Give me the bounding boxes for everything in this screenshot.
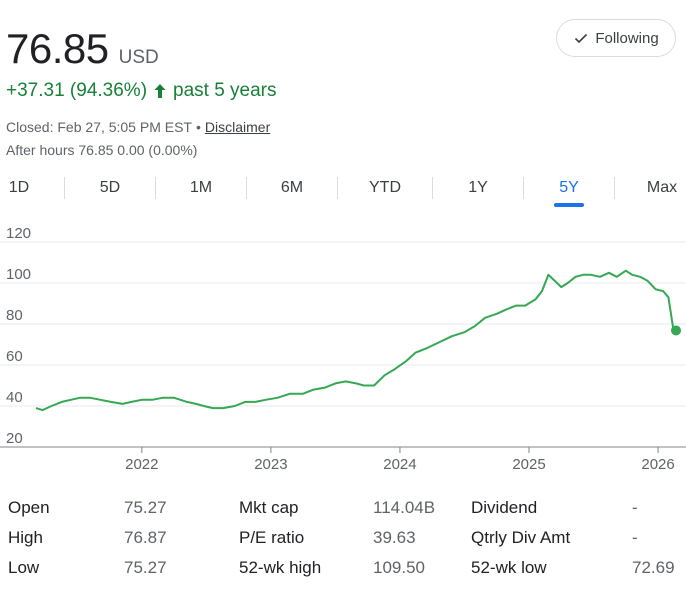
stats-row: High 76.87 P/E ratio 39.63 Qtrly Div Amt - [0,528,686,558]
stat-label: Qtrly Div Amt [471,528,571,547]
x-tick-label: 2022 [125,456,158,473]
tab-divider [432,177,433,199]
stat-value: 114.04B [373,498,436,517]
checkmark-icon [575,33,588,44]
tab-divider [337,177,338,199]
stat-value: 72.69 [632,558,675,577]
price-line [35,269,680,412]
tab-1y[interactable]: 1Y [468,179,488,196]
stat-label: Open [8,498,50,517]
tab-divider [523,177,524,199]
tab-divider [246,177,247,199]
price-change: +37.31 (94.36%) past 5 years [6,80,277,102]
stat-value: 39.63 [373,528,416,547]
area-fill [36,271,680,447]
tab-divider [155,177,156,199]
currency-label: USD [118,47,159,68]
y-tick-label: 80 [6,307,23,324]
x-tick-label: 2026 [641,456,674,473]
tab-1d[interactable]: 1D [8,179,30,196]
change-amount: +37.31 (94.36%) [6,80,148,101]
stat-label: Low [8,558,40,577]
stat-value: 109.50 [373,558,425,577]
closed-time: Closed: Feb 27, 5:05 PM EST [6,119,192,135]
stat-label: Mkt cap [239,498,299,517]
y-tick-label: 120 [6,228,31,242]
y-tick-label: 100 [6,266,31,283]
stats-row: Low 75.27 52-wk high 109.50 52-wk low 72.69 [0,558,686,588]
after-hours-quote: After hours 76.85 0.00 (0.00%) [6,142,198,158]
stat-value: 76.87 [124,528,167,547]
stat-value: 75.27 [124,558,167,577]
quote-header: 76.85 USD [6,26,159,72]
tab-5y[interactable]: 5Y [559,179,579,196]
following-button[interactable]: Following [556,19,676,57]
x-tick-label: 2023 [254,456,287,473]
stat-value: - [632,528,638,547]
range-tabs: 1D 5D 1M 6M YTD 1Y 5Y Max [0,172,686,208]
stat-label: High [8,528,43,547]
current-price: 76.85 [6,25,109,72]
tab-6m[interactable]: 6M [280,179,304,196]
y-tick-label: 20 [6,430,23,447]
stat-label: P/E ratio [239,528,305,547]
y-tick-label: 60 [6,348,23,365]
bullet-separator: • [195,119,201,135]
tab-divider [64,177,65,199]
arrow-up-icon [154,84,166,98]
stat-label: Dividend [471,498,538,517]
x-tick-label: 2025 [512,456,545,473]
stats-row: Open 75.27 Mkt cap 114.04B Dividend - [0,498,686,528]
following-label: Following [595,29,659,47]
market-status: Closed: Feb 27, 5:05 PM EST • Disclaimer [6,119,270,135]
change-period: past 5 years [173,80,277,101]
y-tick-label: 40 [6,389,23,406]
stat-value: 75.27 [124,498,167,517]
tab-divider [614,177,615,199]
disclaimer-link[interactable]: Disclaimer [204,119,271,135]
x-tick-label: 2024 [383,456,416,473]
last-price-marker [671,325,681,336]
tab-max[interactable]: Max [646,179,678,196]
price-chart[interactable]: #34a853" stop-opacity="0.28"/>2040608010… [0,228,686,476]
tab-1m[interactable]: 1M [189,179,213,196]
tab-5d[interactable]: 5D [99,179,121,196]
stat-value: - [632,498,638,517]
active-tab-indicator [554,203,584,207]
stat-label: 52-wk low [471,558,547,577]
tab-ytd[interactable]: YTD [369,179,401,196]
stat-label: 52-wk high [239,558,322,577]
